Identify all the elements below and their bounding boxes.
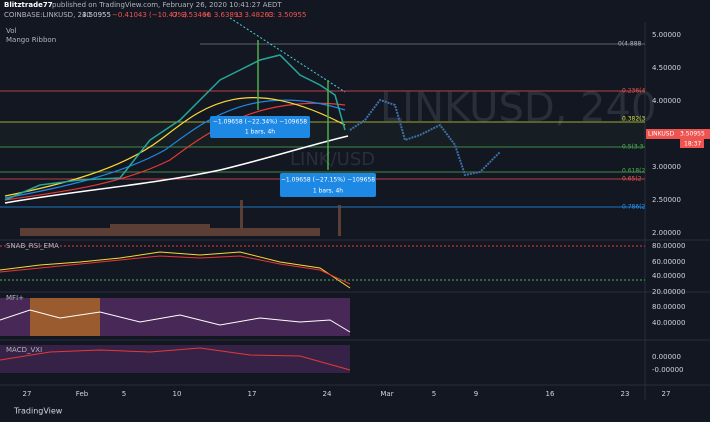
price-tick-label: 4.50000 bbox=[652, 64, 681, 72]
symbol: COINBASE:LINKUSD, 240 bbox=[4, 11, 91, 19]
pane-title: SNAB_RSI_EMA bbox=[6, 242, 59, 250]
price-tick-label: 2.00000 bbox=[652, 229, 681, 237]
price-tag-price: 3.50955 bbox=[680, 131, 705, 138]
time-tick-label: Mar bbox=[380, 390, 393, 398]
pane-tick-label: 80.00000 bbox=[652, 303, 685, 311]
shape bbox=[229, 17, 346, 93]
price-tick-label: 3.00000 bbox=[652, 163, 681, 171]
shape bbox=[0, 347, 351, 371]
shape bbox=[646, 129, 710, 139]
open: O: 3.53466 bbox=[172, 11, 211, 19]
time-tick-label: 27 bbox=[23, 390, 32, 398]
watermark-sub: LINK/USD bbox=[290, 149, 375, 170]
shape bbox=[20, 200, 341, 236]
footer: TradingView bbox=[13, 407, 63, 416]
shape bbox=[0, 251, 351, 289]
shape bbox=[240, 200, 243, 236]
annotation: −1.09658 (−22.34%) −109658 bbox=[213, 119, 307, 126]
shape bbox=[4, 17, 501, 204]
price-tick-label: 2.50000 bbox=[652, 196, 681, 204]
published: published on TradingView.com, February 2… bbox=[52, 1, 282, 9]
price: 3.50955 bbox=[82, 11, 111, 19]
price-tag-time: 18:37 bbox=[684, 141, 701, 148]
time-tick-label: 16 bbox=[546, 390, 555, 398]
time-tick-label: 23 bbox=[621, 390, 630, 398]
pane-tick-label: 0.00000 bbox=[652, 353, 681, 361]
price-tick-label: 5.00000 bbox=[652, 31, 681, 39]
shape: 27 Feb 5 10 17 24 Mar 5 9 16 23 27 bbox=[23, 390, 671, 398]
fib-label: 0.786(2 bbox=[622, 204, 646, 211]
pane-tick-label: 40.00000 bbox=[652, 319, 685, 327]
shape bbox=[20, 228, 320, 236]
shape bbox=[0, 22, 710, 400]
user: Blitztrade77 bbox=[4, 1, 53, 9]
shape bbox=[338, 205, 341, 236]
fib-label: 0.382(3 bbox=[622, 116, 646, 123]
annotation: 1 bars, 4h bbox=[313, 188, 343, 195]
indicator: Mango Ribbon bbox=[6, 36, 56, 44]
close: C: 3.50955 bbox=[268, 11, 306, 19]
time-tick-label: Feb bbox=[76, 390, 89, 398]
shape bbox=[110, 224, 210, 230]
annotation: 1 bars, 4h bbox=[245, 129, 275, 136]
time-tick-label: 24 bbox=[323, 390, 332, 398]
shape bbox=[280, 173, 376, 197]
shape bbox=[4, 102, 346, 201]
low: L: 3.48263 bbox=[236, 11, 273, 19]
shape bbox=[4, 54, 346, 201]
shape bbox=[0, 345, 350, 373]
fib-label: 0.65(2 bbox=[622, 176, 642, 183]
shape bbox=[0, 245, 645, 289]
fib-label: 0.5(3.3 bbox=[622, 144, 644, 151]
fib-label: 0(4.888 bbox=[618, 41, 642, 48]
pane-tick-label: 80.00000 bbox=[652, 242, 685, 250]
fib-label: 0.236(4 bbox=[622, 88, 646, 95]
fib-label: 0.618(2 bbox=[622, 168, 646, 175]
change: −0.41043 (−10.47%) bbox=[112, 11, 187, 19]
time-tick-label: 17 bbox=[248, 390, 257, 398]
shape bbox=[4, 135, 349, 204]
shape: SNAB_RSI_EMA 80.00000 60.00000 40.00000 20.0… bbox=[6, 242, 685, 374]
shape bbox=[4, 99, 346, 199]
pane-tick-label: 40.00000 bbox=[652, 272, 685, 280]
watermark: LINKUSD, 240 bbox=[380, 85, 656, 131]
time-tick-label: 5 bbox=[122, 390, 126, 398]
pane-title: MACD_VXI bbox=[6, 346, 42, 354]
time-tick-label: 10 bbox=[173, 390, 182, 398]
pane-tick-label: -0.00000 bbox=[652, 366, 683, 374]
shape bbox=[0, 255, 351, 285]
pane-tick-label: 20.00000 bbox=[652, 288, 685, 296]
annotation: −1.09658 (−27.15%) −109658 bbox=[281, 177, 375, 184]
shape bbox=[0, 309, 351, 333]
indicator: Vol bbox=[6, 27, 17, 35]
price-tag-symbol: LINKUSD bbox=[648, 131, 675, 138]
shape bbox=[210, 116, 310, 138]
price-tick-label: 4.00000 bbox=[652, 97, 681, 105]
pane-tick-label: 60.00000 bbox=[652, 258, 685, 266]
shape bbox=[0, 298, 350, 336]
pane-title: MFI+ bbox=[6, 294, 24, 302]
shape bbox=[349, 98, 501, 177]
high: H: 3.63893 bbox=[204, 11, 243, 19]
shape bbox=[680, 139, 704, 148]
time-tick-label: 5 bbox=[432, 390, 436, 398]
time-tick-label: 27 bbox=[662, 390, 671, 398]
time-tick-label: 9 bbox=[474, 390, 478, 398]
